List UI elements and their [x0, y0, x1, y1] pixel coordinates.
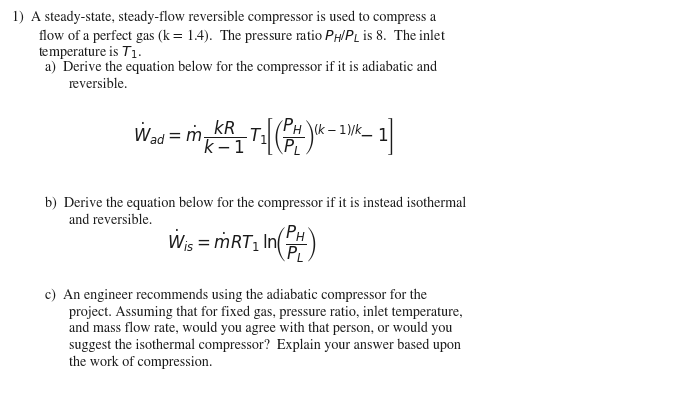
Text: the work of compression.: the work of compression.: [69, 355, 213, 369]
Text: $\dot{W}_{is} = \dot{m}RT_1\,\mathrm{ln}\!\left(\dfrac{P_H}{P_L}\right)$: $\dot{W}_{is} = \dot{m}RT_1\,\mathrm{ln}…: [168, 224, 317, 265]
Text: 1)  A steady-state, steady-flow reversible compressor is used to compress a: 1) A steady-state, steady-flow reversibl…: [12, 10, 437, 24]
Text: a)  Derive the equation below for the compressor if it is adiabatic and: a) Derive the equation below for the com…: [45, 61, 437, 74]
Text: flow of a perfect gas (k = 1.4).  The pressure ratio $P_H$/$P_L$ is 8.  The inle: flow of a perfect gas (k = 1.4). The pre…: [38, 27, 446, 45]
Text: and mass flow rate, would you agree with that person, or would you: and mass flow rate, would you agree with…: [69, 322, 453, 335]
Text: project. Assuming that for fixed gas, pressure ratio, inlet temperature,: project. Assuming that for fixed gas, pr…: [69, 305, 463, 319]
Text: reversible.: reversible.: [69, 77, 129, 91]
Text: suggest the isothermal compressor?  Explain your answer based upon: suggest the isothermal compressor? Expla…: [69, 339, 462, 352]
Text: temperature is $T_1$.: temperature is $T_1$.: [38, 44, 142, 61]
Text: $\dot{W}_{ad} = \dot{m}\,\dfrac{kR}{k-1}\,T_1\!\left[\left(\dfrac{P_H}{P_L}\righ: $\dot{W}_{ad} = \dot{m}\,\dfrac{kR}{k-1}…: [133, 117, 394, 158]
Text: b)  Derive the equation below for the compressor if it is instead isothermal: b) Derive the equation below for the com…: [45, 196, 466, 210]
Text: and reversible.: and reversible.: [69, 213, 152, 227]
Text: c)  An engineer recommends using the adiabatic compressor for the: c) An engineer recommends using the adia…: [45, 288, 427, 302]
